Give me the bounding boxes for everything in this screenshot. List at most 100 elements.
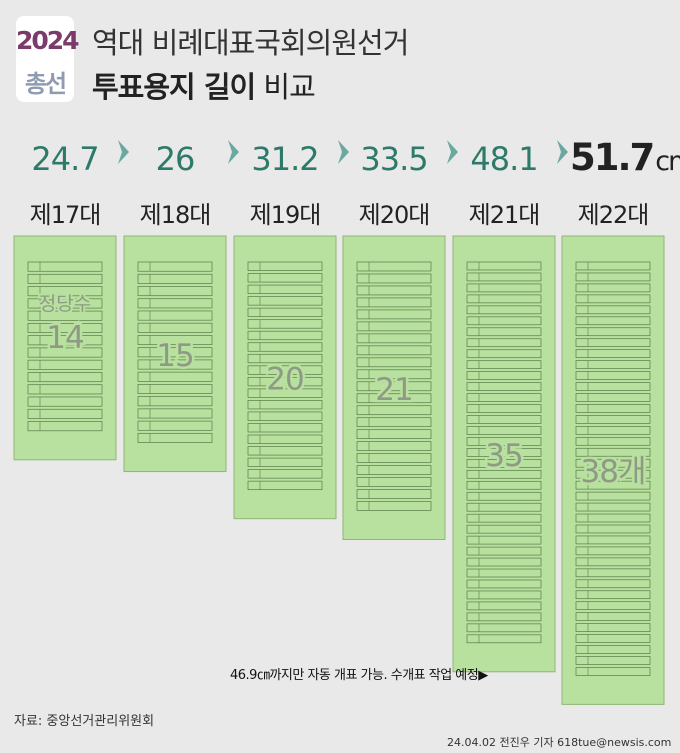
ballot-row-6-11: [575, 371, 651, 380]
ballot-row-6-15: [575, 415, 651, 424]
party-count-5: 35: [485, 438, 522, 474]
ballot-row-3-3: [247, 284, 323, 294]
ballot-row-5-14: [466, 404, 542, 413]
ballot-bar-2: [123, 235, 227, 473]
ballot-row-6-9: [575, 349, 651, 358]
ballot-row-5-4: [466, 294, 542, 304]
ballot-row-6-4: [575, 294, 651, 304]
ballot-row-1-6: [27, 323, 103, 333]
ballot-row-5-12: [466, 382, 542, 391]
ballot-row-1-14: [27, 421, 103, 432]
ballot-row-3-6: [247, 319, 323, 329]
ballot-row-6-23: [575, 502, 651, 512]
ballot-row-4-20: [356, 489, 432, 499]
ballot-row-3-17: [247, 446, 323, 456]
ballot-row-4-7: [356, 333, 432, 344]
ballot-row-5-13: [466, 393, 542, 402]
arrow-icon-2: [228, 140, 239, 164]
ballot-row-6-7: [575, 327, 651, 337]
ballot-row-1-3: [27, 286, 103, 297]
ballot-row-2-8: [137, 347, 213, 358]
ballot-row-6-29: [575, 568, 651, 578]
ballot-row-6-14: [575, 404, 651, 413]
ballot-row-6-21: [575, 480, 651, 490]
ballot-row-2-7: [137, 335, 213, 346]
ballot-row-2-2: [137, 273, 213, 284]
ballot-row-3-2: [247, 273, 323, 283]
ballot-row-4-13: [356, 405, 432, 416]
ballot-row-3-4: [247, 296, 323, 306]
ballot-row-6-33: [575, 612, 651, 621]
ballot-row-5-23: [466, 502, 542, 512]
category-label-5: 제21대: [469, 201, 540, 229]
ballot-row-2-4: [137, 298, 213, 309]
ballot-row-6-38: [575, 667, 651, 676]
ballot-row-5-5: [466, 305, 542, 315]
ballot-row-4-2: [356, 273, 432, 284]
ballot-row-5-28: [466, 557, 542, 567]
ballot-row-5-6: [466, 316, 542, 326]
ballot-row-6-16: [575, 426, 651, 435]
title-rest: 비교: [255, 70, 315, 104]
ballot-row-3-12: [247, 388, 323, 398]
ballot-row-2-5: [137, 310, 213, 321]
ballot-row-3-15: [247, 423, 323, 433]
title-bold: 투표용지 길이: [92, 70, 256, 104]
ballot-row-2-15: [137, 432, 213, 443]
source-label: 자료: 중앙선거관리위원회: [14, 714, 155, 729]
ballot-row-5-2: [466, 272, 542, 282]
ballot-row-1-12: [27, 396, 103, 407]
ballot-row-4-4: [356, 297, 432, 308]
ballot-row-6-1: [575, 261, 651, 271]
length-value-1: 24.7: [31, 140, 98, 178]
ballot-row-6-32: [575, 601, 651, 611]
ballot-row-6-20: [575, 469, 651, 479]
logo-word: 총선: [24, 70, 67, 98]
ballot-row-1-7: [27, 335, 103, 346]
ballot-row-6-26: [575, 535, 651, 545]
ballot-row-2-11: [137, 384, 213, 394]
ballot-row-1-8: [27, 347, 103, 358]
ballot-row-1-1: [27, 261, 103, 272]
length-value-5: 48.1: [470, 140, 537, 178]
ballot-row-3-5: [247, 307, 323, 318]
ballot-row-4-19: [356, 477, 432, 487]
ballot-row-5-30: [466, 579, 542, 589]
ballot-row-3-8: [247, 342, 323, 352]
category-label-3: 제19대: [250, 201, 321, 229]
ballot-row-4-6: [356, 321, 432, 332]
ballot-row-4-3: [356, 285, 432, 296]
title-line-2: 투표용지 길이 비교: [92, 64, 316, 106]
length-value-4: 33.5: [360, 140, 427, 178]
party-count-4: 21: [375, 372, 412, 408]
election-logo: 2024 총선: [16, 16, 80, 102]
ballot-row-4-21: [356, 501, 432, 511]
ballot-row-5-17: [466, 437, 542, 446]
arrow-icon-5: [557, 140, 568, 164]
ballot-row-1-2: [27, 273, 103, 284]
ballot-row-5-20: [466, 469, 542, 479]
ballot-row-4-1: [356, 261, 432, 272]
ballot-row-2-1: [137, 261, 213, 272]
ballot-row-5-33: [466, 612, 542, 622]
ballot-row-3-14: [247, 411, 323, 421]
ballot-row-4-15: [356, 429, 432, 440]
ballot-row-5-34: [466, 623, 542, 633]
category-label-4: 제20대: [359, 201, 430, 229]
ballot-row-6-12: [575, 382, 651, 391]
ballot-row-5-35: [466, 634, 542, 644]
ballot-row-5-1: [466, 261, 542, 271]
ballot-row-3-7: [247, 330, 323, 341]
ballot-row-2-9: [137, 359, 213, 370]
ballot-row-6-30: [575, 579, 651, 589]
ballot-row-1-10: [27, 372, 103, 383]
ballot-row-5-21: [466, 480, 542, 490]
ballot-row-3-1: [247, 261, 323, 271]
ballot-row-6-13: [575, 393, 651, 402]
party-count-title: 정당수: [39, 293, 91, 315]
ballot-row-6-2: [575, 272, 651, 282]
ballot-row-3-9: [247, 353, 323, 364]
length-value-2: 26: [156, 140, 195, 178]
ballot-row-6-5: [575, 305, 651, 315]
